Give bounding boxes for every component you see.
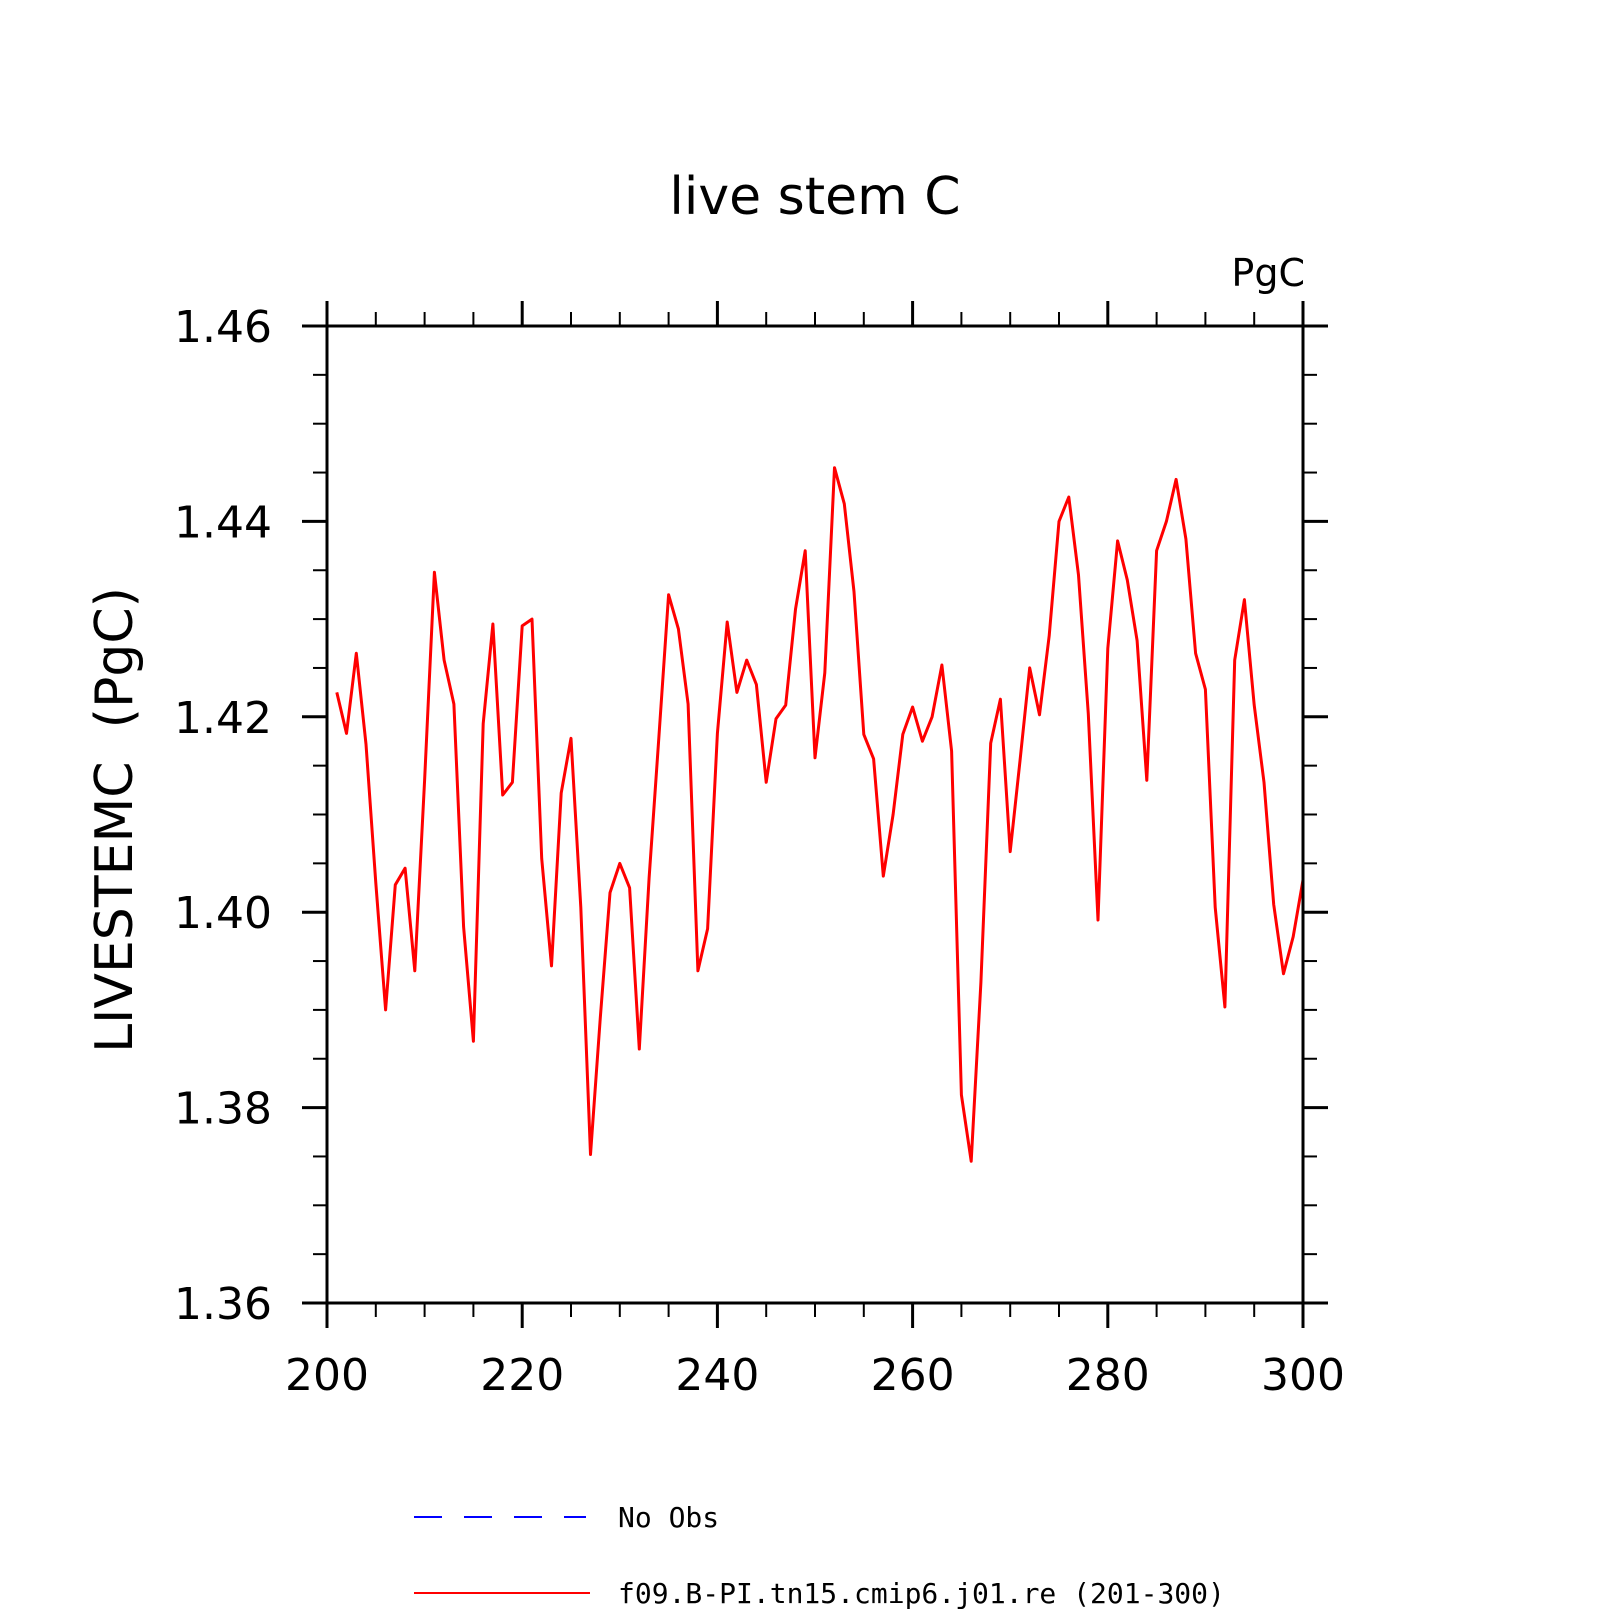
- y-axis-label: LIVESTEMC (PgC): [85, 587, 145, 1053]
- series-line: [335, 466, 1305, 1163]
- x-tick-label: 200: [285, 1350, 369, 1401]
- plot-frame: [325, 324, 1305, 1305]
- legend-label-no-obs: No Obs: [618, 1501, 719, 1534]
- chart-title: live stem C: [669, 167, 960, 227]
- series-layer: [335, 466, 1305, 1163]
- legend-label-model-run: f09.B-PI.tn15.cmip6.j01.re (201-300): [618, 1577, 1225, 1610]
- x-tick-label: 280: [1066, 1350, 1150, 1401]
- y-tick-label: 1.38: [174, 1084, 272, 1135]
- y-tick-labels: 1.36 1.38 1.40 1.42 1.44 1.46: [174, 302, 272, 1330]
- legend: No Obs f09.B-PI.tn15.cmip6.j01.re (201-3…: [414, 1501, 1225, 1610]
- y-tick-label: 1.42: [174, 693, 272, 744]
- x-tick-labels: 200 220 240 260 280 300: [285, 1350, 1345, 1401]
- x-tick-label: 300: [1261, 1350, 1345, 1401]
- x-tick-label: 220: [480, 1350, 564, 1401]
- y-tick-label: 1.40: [174, 888, 272, 939]
- x-tick-label: 240: [675, 1350, 759, 1401]
- y-tick-label: 1.46: [174, 302, 272, 353]
- axis-ticks: [302, 301, 1328, 1328]
- units-label: PgC: [1231, 251, 1305, 295]
- y-tick-label: 1.44: [174, 497, 272, 548]
- x-tick-label: 260: [871, 1350, 955, 1401]
- y-tick-label: 1.36: [174, 1279, 272, 1330]
